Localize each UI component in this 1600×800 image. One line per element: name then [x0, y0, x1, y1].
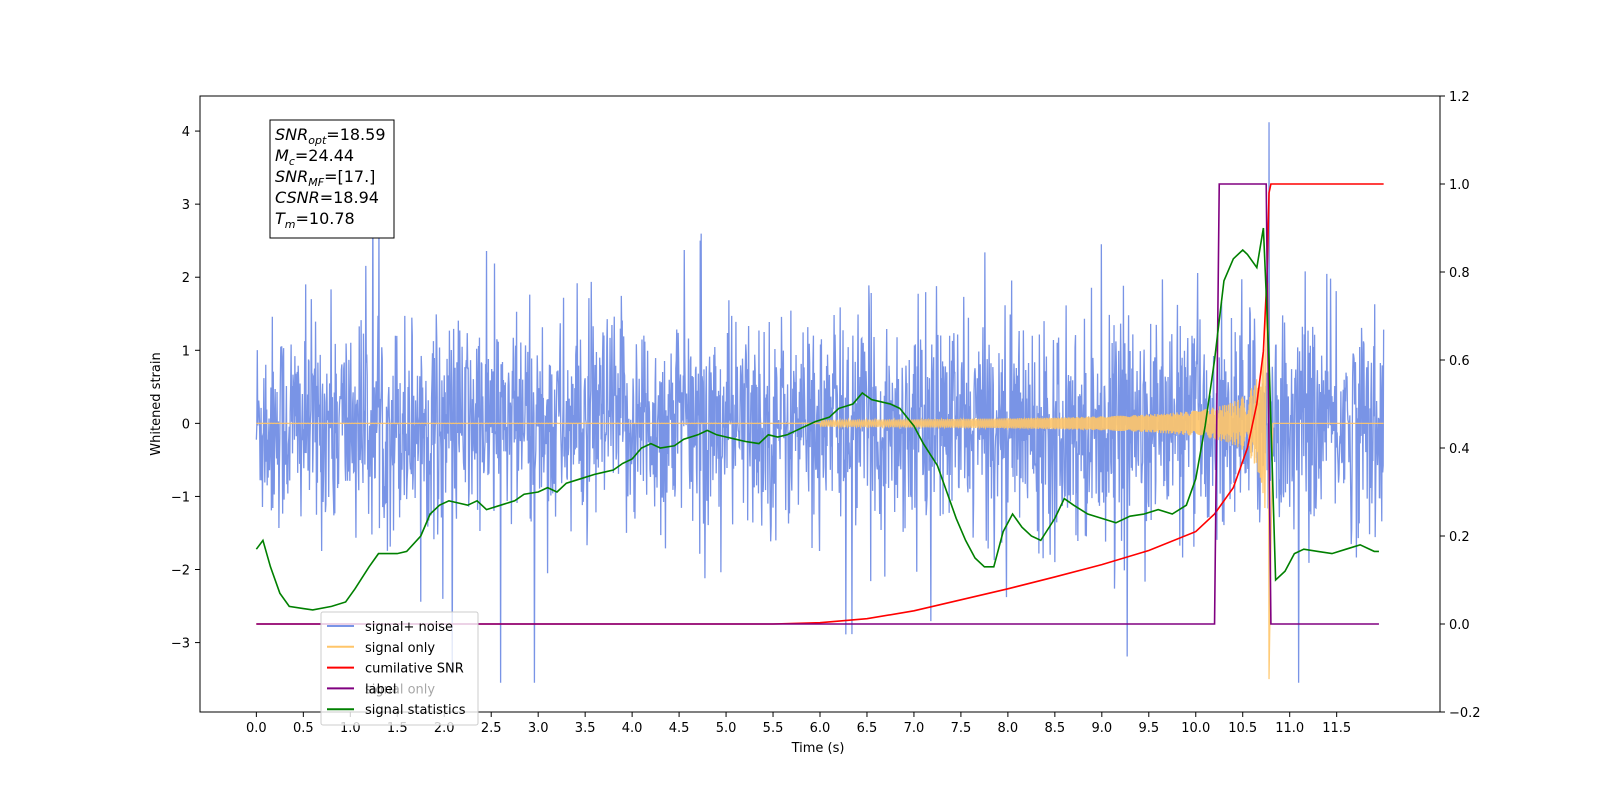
x-tick-label: 10.5	[1228, 721, 1257, 736]
x-tick-label: 7.0	[904, 721, 925, 736]
y-left-tick-label: 3	[182, 198, 190, 213]
y-right-tick-label: 1.0	[1449, 178, 1470, 193]
y-right-tick-label: 0.8	[1449, 266, 1470, 281]
legend: signal+ noise signal only cumilative SNR si…	[320, 611, 479, 726]
y-right-tick-label: −0.2	[1449, 706, 1481, 721]
x-tick-label: 4.0	[622, 721, 643, 736]
x-tick-label: 9.5	[1138, 721, 1159, 736]
legend-label: signal statistics	[365, 703, 466, 718]
y-right-tick-label: 0.0	[1449, 618, 1470, 633]
y-axis-right: 1.2 1.0 0.8 0.6 0.4 0.2 0.0 −0.2	[1440, 90, 1481, 721]
y-left-tick-label: −3	[171, 637, 190, 652]
x-tick-label: 3.5	[575, 721, 596, 736]
y-right-tick-label: 0.2	[1449, 530, 1470, 545]
annotation-line: SNRopt=18.59	[275, 125, 386, 147]
x-tick-label: 9.0	[1091, 721, 1112, 736]
x-tick-label: 6.0	[810, 721, 831, 736]
y-left-tick-label: −2	[171, 564, 190, 579]
y-axis-left: 4 3 2 1 0 −1 −2 −3	[171, 125, 200, 652]
x-tick-label: 10.0	[1181, 721, 1210, 736]
x-tick-label: 8.5	[1045, 721, 1066, 736]
x-axis-label: Time (s)	[791, 741, 845, 756]
x-tick-label: 7.5	[951, 721, 972, 736]
legend-label: label	[365, 682, 396, 697]
x-tick-label: 3.0	[528, 721, 549, 736]
annotation-box: SNRopt=18.59Mc=24.44SNRMF=[17.]CSNR=18.9…	[269, 119, 395, 239]
series-signal-statistics	[255, 227, 1379, 611]
x-tick-label: 2.5	[481, 721, 502, 736]
y-left-tick-label: 1	[182, 344, 190, 359]
y-left-tick-label: 0	[182, 417, 190, 432]
y-axis-label: Whitened strain	[149, 352, 164, 455]
annotation-line: CSNR=18.94	[275, 188, 379, 207]
x-tick-label: 11.0	[1275, 721, 1304, 736]
series-label	[256, 183, 1379, 625]
y-left-tick-label: 2	[182, 271, 190, 286]
legend-label: signal only	[365, 641, 435, 656]
series-signal-noise	[255, 122, 1385, 683]
x-tick-label: 0.0	[246, 721, 267, 736]
y-right-tick-label: 0.6	[1449, 354, 1470, 369]
series-layer	[255, 122, 1385, 683]
y-right-tick-label: 1.2	[1449, 90, 1470, 105]
annotation-line: SNRMF=[17.]	[275, 167, 375, 189]
y-left-tick-label: −1	[171, 490, 190, 505]
y-left-tick-label: 4	[182, 125, 190, 140]
annotation-line: Mc=24.44	[275, 146, 354, 168]
y-right-tick-label: 0.4	[1449, 442, 1470, 457]
legend-label: cumilative SNR	[365, 662, 464, 677]
legend-ghost-text: signal only	[365, 682, 435, 697]
x-tick-label: 5.5	[763, 721, 784, 736]
x-tick-label: 8.0	[998, 721, 1019, 736]
x-axis: 0.0 0.5 1.0 1.5 2.0 2.5 3.0 3.5 4.0 4.5 5.0 5.5 6.0 6…	[246, 712, 1351, 736]
x-tick-label: 6.5	[857, 721, 878, 736]
annotation-line: Tm=10.78	[275, 209, 355, 231]
annotation-frame	[269, 119, 395, 239]
legend-frame	[320, 611, 479, 726]
x-tick-label: 0.5	[293, 721, 314, 736]
series-signal-only	[256, 282, 1384, 680]
x-tick-label: 4.5	[669, 721, 690, 736]
legend-label: signal+ noise	[365, 620, 453, 635]
x-tick-label: 5.0	[716, 721, 737, 736]
x-tick-label: 11.5	[1322, 721, 1351, 736]
